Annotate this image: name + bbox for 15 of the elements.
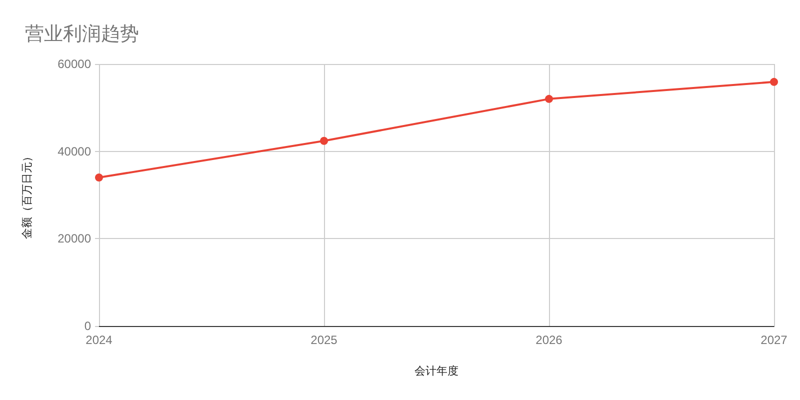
x-axis-title: 会计年度 [414, 364, 458, 378]
y-tick-label: 0 [84, 319, 92, 333]
x-tick-label: 2027 [760, 333, 788, 347]
x-tick-label: 2024 [86, 333, 113, 347]
y-tick-label: 40000 [58, 144, 92, 158]
chart-title: 营业利润趋势 [25, 23, 139, 45]
x-tick-label: 2026 [536, 333, 563, 347]
x-tick-label: 2025 [310, 333, 338, 347]
point [545, 94, 553, 103]
y-axis-title: 金额（百万日元） [20, 151, 34, 239]
y-tick-label: 60000 [58, 57, 92, 71]
y-tick-label: 20000 [58, 232, 92, 246]
point [770, 78, 778, 86]
point [95, 174, 103, 182]
point [320, 136, 328, 145]
